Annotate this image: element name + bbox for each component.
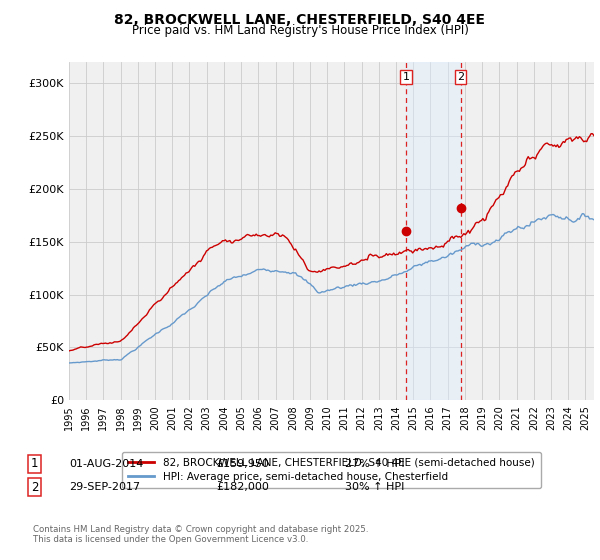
Text: 01-AUG-2014: 01-AUG-2014	[69, 459, 143, 469]
Text: 2: 2	[457, 72, 464, 82]
Text: 29-SEP-2017: 29-SEP-2017	[69, 482, 140, 492]
Text: 27% ↑ HPI: 27% ↑ HPI	[345, 459, 404, 469]
Text: 82, BROCKWELL LANE, CHESTERFIELD, S40 4EE: 82, BROCKWELL LANE, CHESTERFIELD, S40 4E…	[115, 13, 485, 27]
Bar	[406, 62, 461, 400]
Text: £182,000: £182,000	[216, 482, 269, 492]
Text: 1: 1	[31, 457, 38, 470]
Text: 30% ↑ HPI: 30% ↑ HPI	[345, 482, 404, 492]
Text: Contains HM Land Registry data © Crown copyright and database right 2025.
This d: Contains HM Land Registry data © Crown c…	[33, 525, 368, 544]
Legend: 82, BROCKWELL LANE, CHESTERFIELD, S40 4EE (semi-detached house), HPI: Average pr: 82, BROCKWELL LANE, CHESTERFIELD, S40 4E…	[122, 452, 541, 488]
Text: Price paid vs. HM Land Registry's House Price Index (HPI): Price paid vs. HM Land Registry's House …	[131, 24, 469, 37]
Text: 1: 1	[403, 72, 410, 82]
Text: £159,950: £159,950	[216, 459, 269, 469]
Text: 2: 2	[31, 480, 38, 494]
